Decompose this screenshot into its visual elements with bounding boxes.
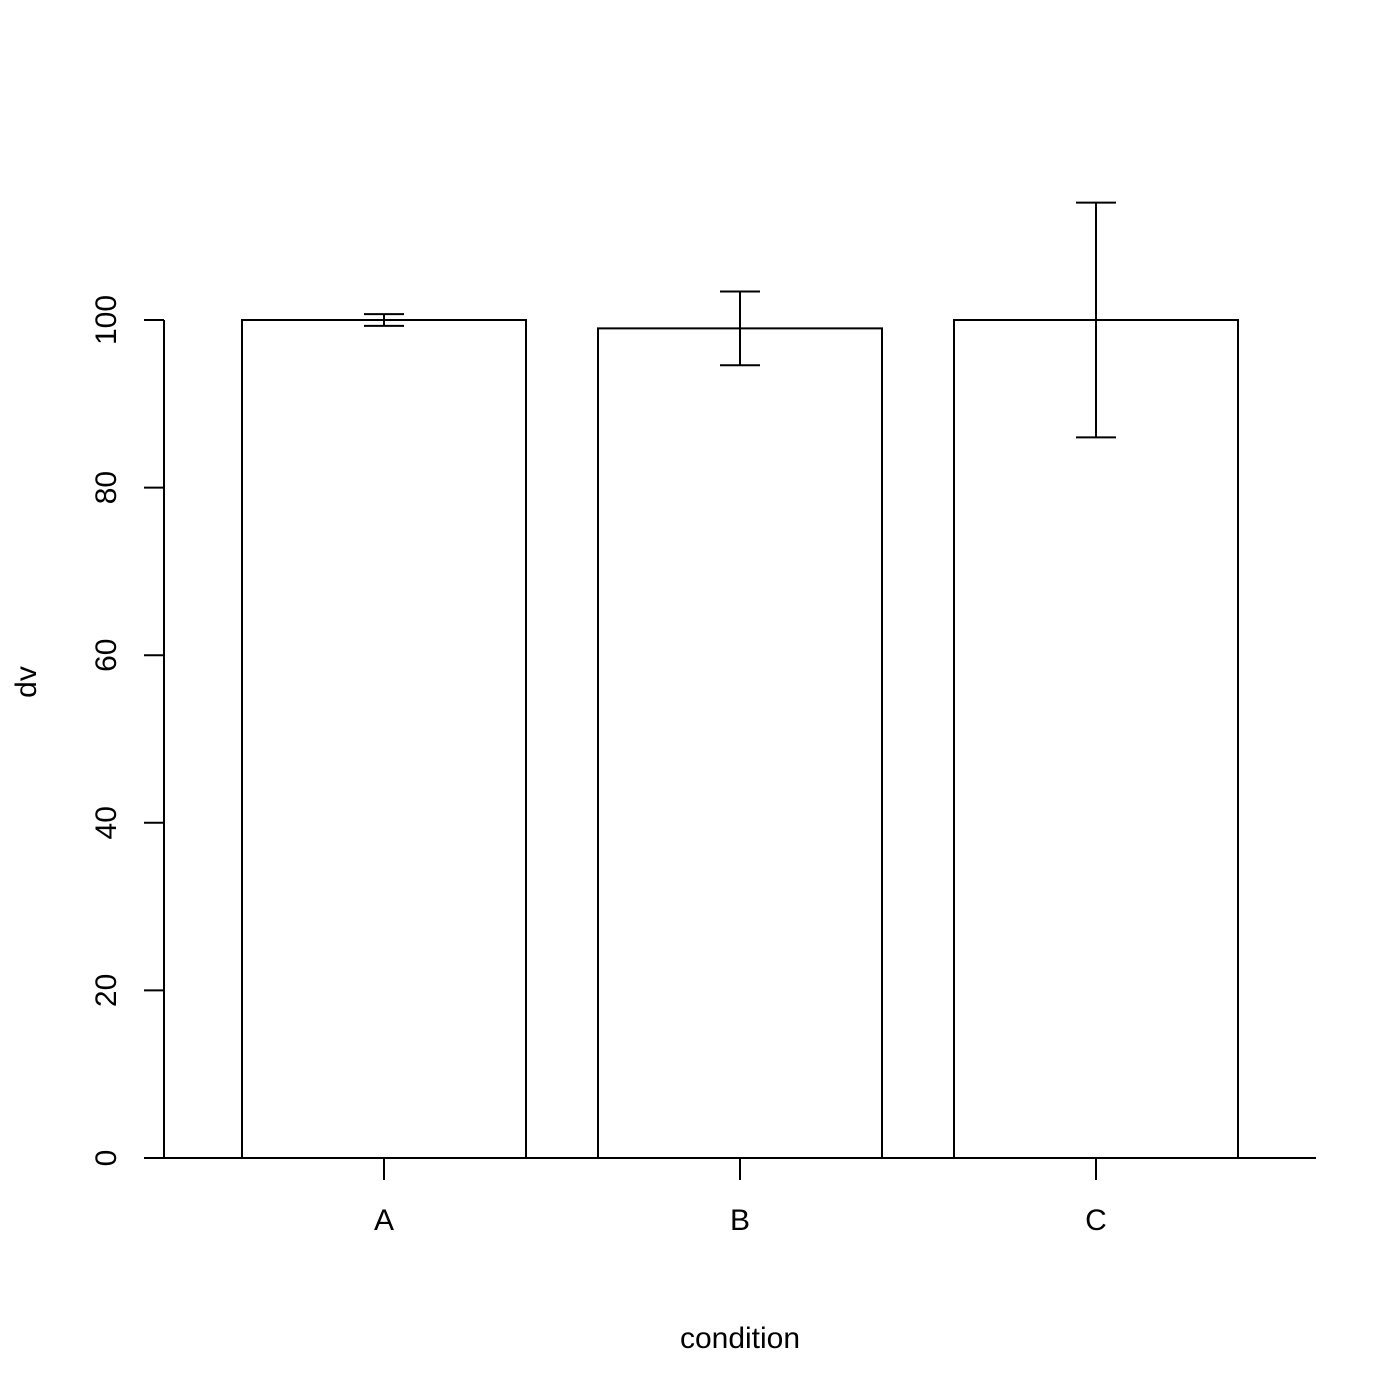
error-bar-A	[364, 313, 404, 327]
y-tick-label: 100	[90, 295, 123, 345]
x-axis-title: condition	[680, 1322, 800, 1355]
y-axis-title: dv	[10, 666, 43, 698]
x-tick-label: A	[374, 1204, 394, 1237]
bars	[241, 319, 1239, 1159]
y-tick-label: 20	[90, 974, 123, 1007]
error-bar-B	[720, 290, 760, 367]
y-axis: 0 20 40 60 80 100	[90, 295, 165, 1167]
y-tick-label: 40	[90, 806, 123, 839]
error-bar-C	[1076, 201, 1116, 439]
x-axis: A B C	[164, 1157, 1316, 1237]
bar-C	[953, 319, 1239, 1159]
x-tick-label: C	[1085, 1204, 1107, 1237]
bar-A	[241, 319, 527, 1159]
x-tick-label: B	[730, 1204, 750, 1237]
error-bars	[364, 201, 1116, 439]
y-tick-label: 0	[90, 1150, 123, 1167]
bar-B	[597, 327, 883, 1159]
y-tick-label: 60	[90, 639, 123, 672]
y-tick-label: 80	[90, 471, 123, 504]
